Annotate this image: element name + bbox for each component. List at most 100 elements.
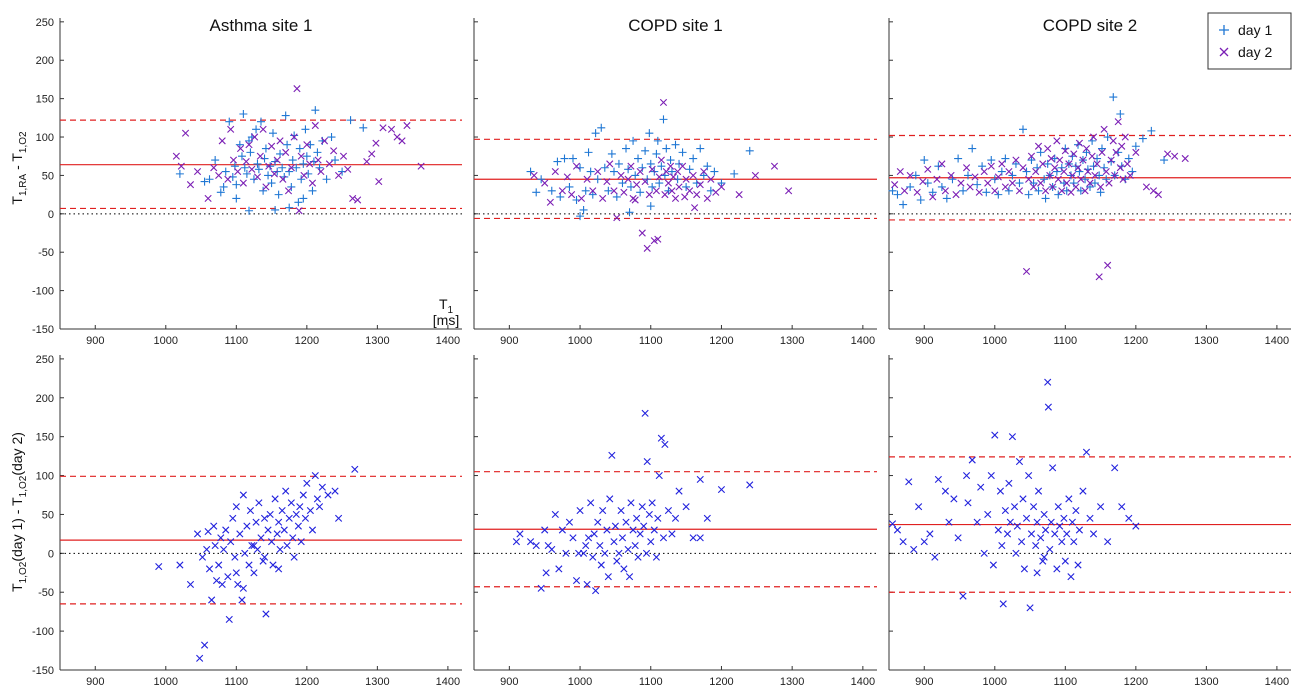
data-point (279, 175, 287, 183)
data-point (1041, 526, 1050, 534)
data-point (926, 530, 934, 538)
data-point (560, 154, 569, 163)
data-point (751, 171, 759, 180)
data-point (248, 541, 256, 550)
series-day2 (891, 118, 1189, 281)
data-point (232, 503, 240, 511)
data-point (1026, 604, 1034, 612)
y-tick-label: 100 (36, 132, 54, 144)
data-point (654, 514, 662, 522)
data-point (1056, 522, 1064, 530)
data-point (1060, 167, 1068, 176)
data-point (645, 129, 654, 138)
data-point (910, 545, 918, 554)
data-point (1019, 495, 1027, 503)
data-point (696, 144, 705, 153)
data-point (273, 156, 281, 164)
legend: day 1 day 2 (1207, 12, 1292, 70)
data-point (643, 457, 651, 466)
y-tick-label: -100 (32, 286, 54, 298)
data-point (1160, 156, 1169, 165)
data-point (265, 162, 273, 170)
data-point (650, 237, 658, 245)
data-point (236, 144, 245, 153)
data-point (219, 182, 228, 191)
data-point (221, 167, 230, 176)
data-point (693, 191, 701, 199)
data-point (322, 175, 331, 184)
data-point (331, 156, 340, 165)
data-point (281, 111, 290, 120)
data-point (1033, 569, 1041, 577)
data-point (1154, 191, 1162, 199)
data-point (947, 171, 955, 180)
data-point (1090, 179, 1099, 188)
data-point (1015, 187, 1024, 195)
data-point (599, 194, 607, 203)
data-point (622, 518, 630, 526)
data-point (891, 181, 899, 189)
data-point (1096, 188, 1105, 197)
data-point (1096, 183, 1105, 191)
data-point (934, 475, 942, 484)
data-point (615, 549, 623, 557)
data-point (262, 610, 270, 618)
data-point (227, 125, 235, 133)
data-point (682, 182, 691, 191)
data-point (212, 576, 221, 585)
data-point (1054, 503, 1062, 511)
data-point (593, 175, 602, 184)
data-point (1040, 510, 1048, 519)
x-tick-label: 1200 (1124, 335, 1148, 347)
data-point (996, 487, 1005, 495)
data-point (691, 204, 699, 212)
data-point (589, 187, 597, 195)
data-point (1082, 448, 1091, 456)
data-point (977, 483, 985, 491)
data-point (257, 534, 265, 542)
data-point (565, 182, 574, 191)
data-point (264, 171, 273, 180)
data-point (998, 160, 1006, 168)
x-tick-label: 1400 (436, 335, 460, 347)
data-point (899, 538, 907, 546)
data-point (1052, 167, 1061, 176)
data-point (968, 144, 977, 153)
data-point (1124, 154, 1133, 163)
data-point (610, 538, 618, 546)
data-point (537, 584, 545, 592)
data-point (959, 592, 967, 600)
data-point (285, 203, 294, 212)
data-point (1027, 152, 1036, 160)
data-point (249, 175, 258, 184)
data-point (629, 526, 637, 534)
x-tick-label: 1400 (851, 676, 875, 688)
data-point (1012, 549, 1020, 557)
data-point (1081, 175, 1090, 184)
data-point (1089, 133, 1098, 141)
data-point (604, 186, 613, 195)
data-point (303, 141, 311, 149)
data-point (256, 152, 264, 160)
data-point (218, 137, 226, 145)
data-point (530, 171, 538, 180)
data-point (633, 514, 641, 522)
data-point (1058, 538, 1066, 546)
data-point (271, 205, 280, 214)
x-tick-label: 1000 (983, 676, 1007, 688)
data-point (239, 179, 247, 187)
data-point (346, 116, 355, 125)
data-point (634, 154, 643, 163)
data-point (685, 165, 694, 174)
data-point (211, 156, 220, 165)
data-point (893, 526, 902, 534)
y-tick-label: 50 (42, 170, 54, 182)
data-point (583, 580, 591, 589)
data-point (363, 158, 371, 166)
data-point (657, 162, 666, 171)
data-point (696, 534, 704, 542)
y-tick-label: 200 (36, 393, 54, 405)
data-point (238, 596, 246, 604)
data-point (994, 173, 1002, 181)
legend-box (1207, 12, 1292, 70)
